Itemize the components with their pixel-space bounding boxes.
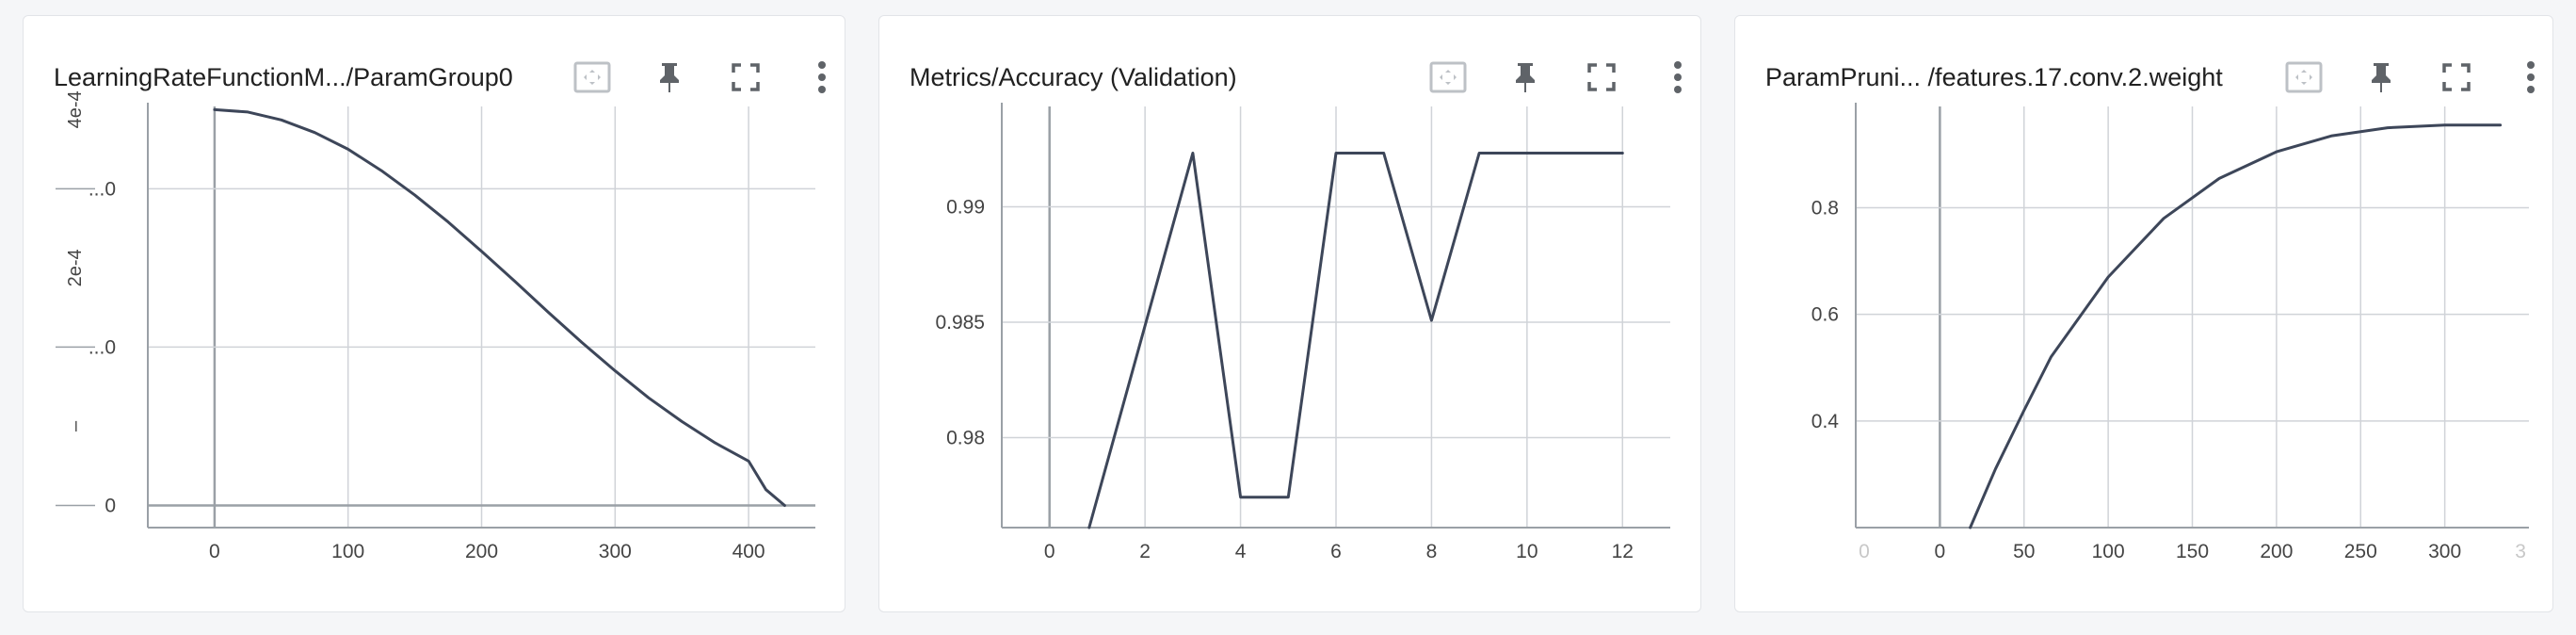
y-tick-label: 0.98: [946, 427, 985, 448]
y-side-label: –: [65, 420, 86, 431]
more-options-button[interactable]: [1658, 57, 1698, 97]
more-vert-icon: [2527, 61, 2535, 93]
x-tick-label: 4: [1235, 541, 1247, 562]
x-tick-label: 10: [1516, 541, 1538, 562]
series-line: [1087, 152, 1624, 529]
fit-domain-button[interactable]: [2284, 57, 2324, 97]
x-tick-label: 12: [1612, 541, 1634, 562]
chart-card-learning-rate: LearningRateFunctionM.../ParamGroup0 0 10…: [23, 15, 845, 612]
x-tick-label: 0: [1044, 541, 1055, 562]
x-tick-label-faded: 0: [1859, 541, 1870, 562]
series-line: [213, 107, 786, 507]
y-side-label: 2e-4: [65, 249, 86, 286]
fit-domain-button[interactable]: [572, 57, 612, 97]
pin-button[interactable]: [2361, 57, 2401, 97]
line-chart[interactable]: 0 50 100 150 200 250 300 0 3 0.4 0.6 0.8: [1735, 16, 2554, 613]
y-tick-label: ...0: [89, 178, 116, 200]
fit-domain-button[interactable]: [1428, 57, 1468, 97]
fit-domain-icon: [573, 61, 611, 93]
chart-card-param-pruning: ParamPruni... /features.17.conv.2.weight…: [1734, 15, 2553, 612]
more-vert-icon: [1674, 61, 1682, 93]
fullscreen-icon: [1587, 63, 1616, 91]
pin-button[interactable]: [1505, 57, 1545, 97]
fullscreen-icon: [2442, 63, 2471, 91]
more-vert-icon: [818, 61, 826, 93]
card-title: Metrics/Accuracy (Validation): [910, 63, 1237, 91]
card-title: ParamPruni... /features.17.conv.2.weight: [1765, 63, 2223, 91]
pin-icon: [2372, 63, 2391, 92]
fullscreen-button[interactable]: [1582, 57, 1621, 97]
y-tick-label: 0.99: [946, 197, 985, 219]
series-line: [1969, 123, 2503, 529]
chart-card-accuracy-validation: Metrics/Accuracy (Validation) 0 2 4 6 8 10 12 0…: [878, 15, 1701, 612]
y-tick-label: 0.6: [1811, 304, 1839, 326]
x-tick-label: 6: [1330, 541, 1342, 562]
card-title: LearningRateFunctionM.../ParamGroup0: [54, 63, 513, 91]
x-tick-label-faded: 3: [2515, 541, 2526, 562]
x-tick-label: 300: [599, 541, 632, 562]
pin-button[interactable]: [650, 57, 689, 97]
x-tick-label: 0: [1935, 541, 1946, 562]
fullscreen-icon: [732, 63, 760, 91]
y-tick-label: 0.985: [935, 312, 985, 334]
fullscreen-button[interactable]: [2437, 57, 2476, 97]
more-options-button[interactable]: [2511, 57, 2551, 97]
line-chart[interactable]: 0 100 200 300 400 0 ...0 ...0 4e-4 2e-4 –: [24, 16, 846, 613]
fit-domain-icon: [1429, 61, 1467, 93]
x-tick-label: 100: [2092, 541, 2125, 562]
x-tick-label: 200: [2260, 541, 2293, 562]
y-tick-label: 0: [105, 495, 116, 516]
x-tick-label: 200: [465, 541, 498, 562]
fullscreen-button[interactable]: [726, 57, 765, 97]
x-tick-label: 0: [209, 541, 220, 562]
x-tick-label: 150: [2176, 541, 2209, 562]
more-options-button[interactable]: [802, 57, 842, 97]
y-tick-label: 0.8: [1811, 198, 1839, 220]
x-tick-label: 50: [2013, 541, 2035, 562]
x-tick-label: 250: [2344, 541, 2377, 562]
y-side-label: 4e-4: [65, 90, 86, 128]
x-tick-label: 400: [733, 541, 765, 562]
x-tick-label: 300: [2428, 541, 2461, 562]
pin-icon: [1516, 63, 1535, 92]
x-tick-label: 100: [331, 541, 364, 562]
y-tick-label: 0.4: [1811, 411, 1840, 432]
fit-domain-icon: [2285, 61, 2323, 93]
line-chart[interactable]: 0 2 4 6 8 10 12 0.98 0.985 0.99: [879, 16, 1702, 613]
y-tick-label: ...0: [89, 336, 116, 358]
x-tick-label: 2: [1139, 541, 1151, 562]
pin-icon: [660, 63, 679, 92]
x-tick-label: 8: [1426, 541, 1438, 562]
